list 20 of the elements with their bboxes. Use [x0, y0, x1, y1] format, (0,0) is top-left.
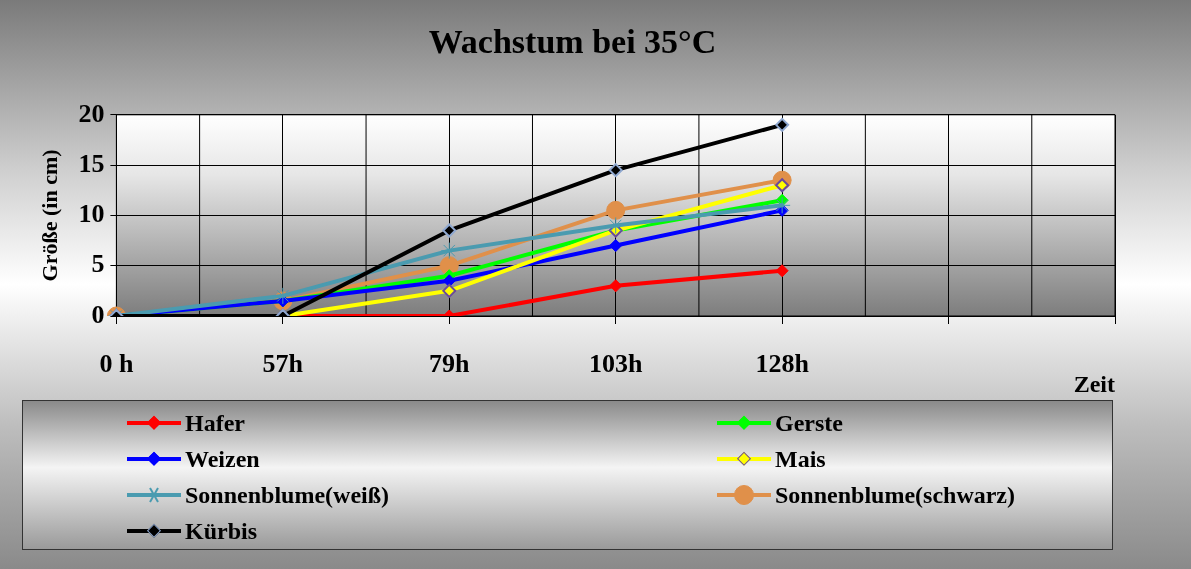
legend-label: Mais [775, 445, 826, 473]
legend-label: Kürbis [185, 517, 258, 545]
chart-title: Wachstum bei 35°C [428, 23, 717, 61]
y-tick-label: 10 [78, 199, 105, 229]
y-axis-title: Größe (in cm) [36, 149, 62, 282]
legend-label: Sonnenblume(weiß) [185, 481, 390, 509]
x-tick-label: 79h [429, 349, 471, 379]
y-tick-label: 15 [78, 148, 105, 178]
x-tick-label: 0 h [99, 349, 134, 379]
x-tick-label: 103h [588, 349, 643, 379]
legend-label: Hafer [185, 409, 245, 437]
legend-label: Sonnenblume(schwarz) [775, 481, 1016, 509]
y-tick-label: 5 [91, 249, 105, 279]
y-tick-label: 20 [78, 98, 105, 128]
x-axis-title: Zeit [1073, 370, 1115, 397]
x-tick-label: 128h [755, 349, 810, 379]
legend-label: Weizen [185, 445, 260, 473]
y-tick-label: 0 [91, 299, 105, 329]
x-tick-label: 57h [262, 349, 304, 379]
legend-label: Gerste [775, 409, 843, 437]
